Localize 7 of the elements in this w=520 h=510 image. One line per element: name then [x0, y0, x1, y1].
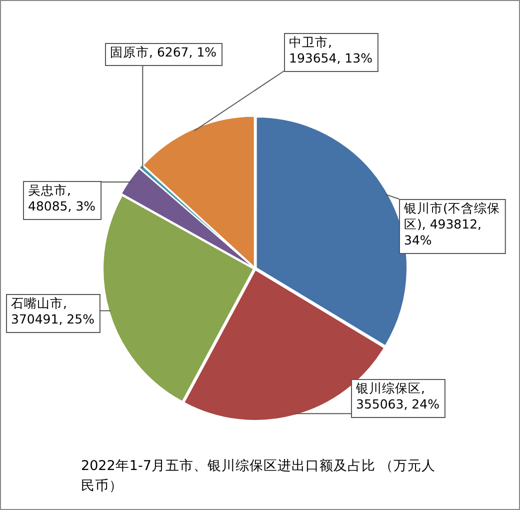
- text: 2022年1-7月五市、银川综保区进出口额及占比 （万元人民币）: [81, 457, 437, 496]
- slice-label: 银川综保区, 355063, 24%: [355, 380, 440, 412]
- slice-label: 吴忠市, 48085, 3%: [28, 182, 96, 214]
- slice-label: 固原市, 6267, 1%: [110, 44, 217, 60]
- slice-label: 中卫市, 193654, 13%: [289, 34, 373, 66]
- slice-label: 石嘴山市, 370491, 25%: [11, 296, 95, 326]
- slice-label: 银川市(不含综保区), 493812, 34%: [403, 200, 500, 248]
